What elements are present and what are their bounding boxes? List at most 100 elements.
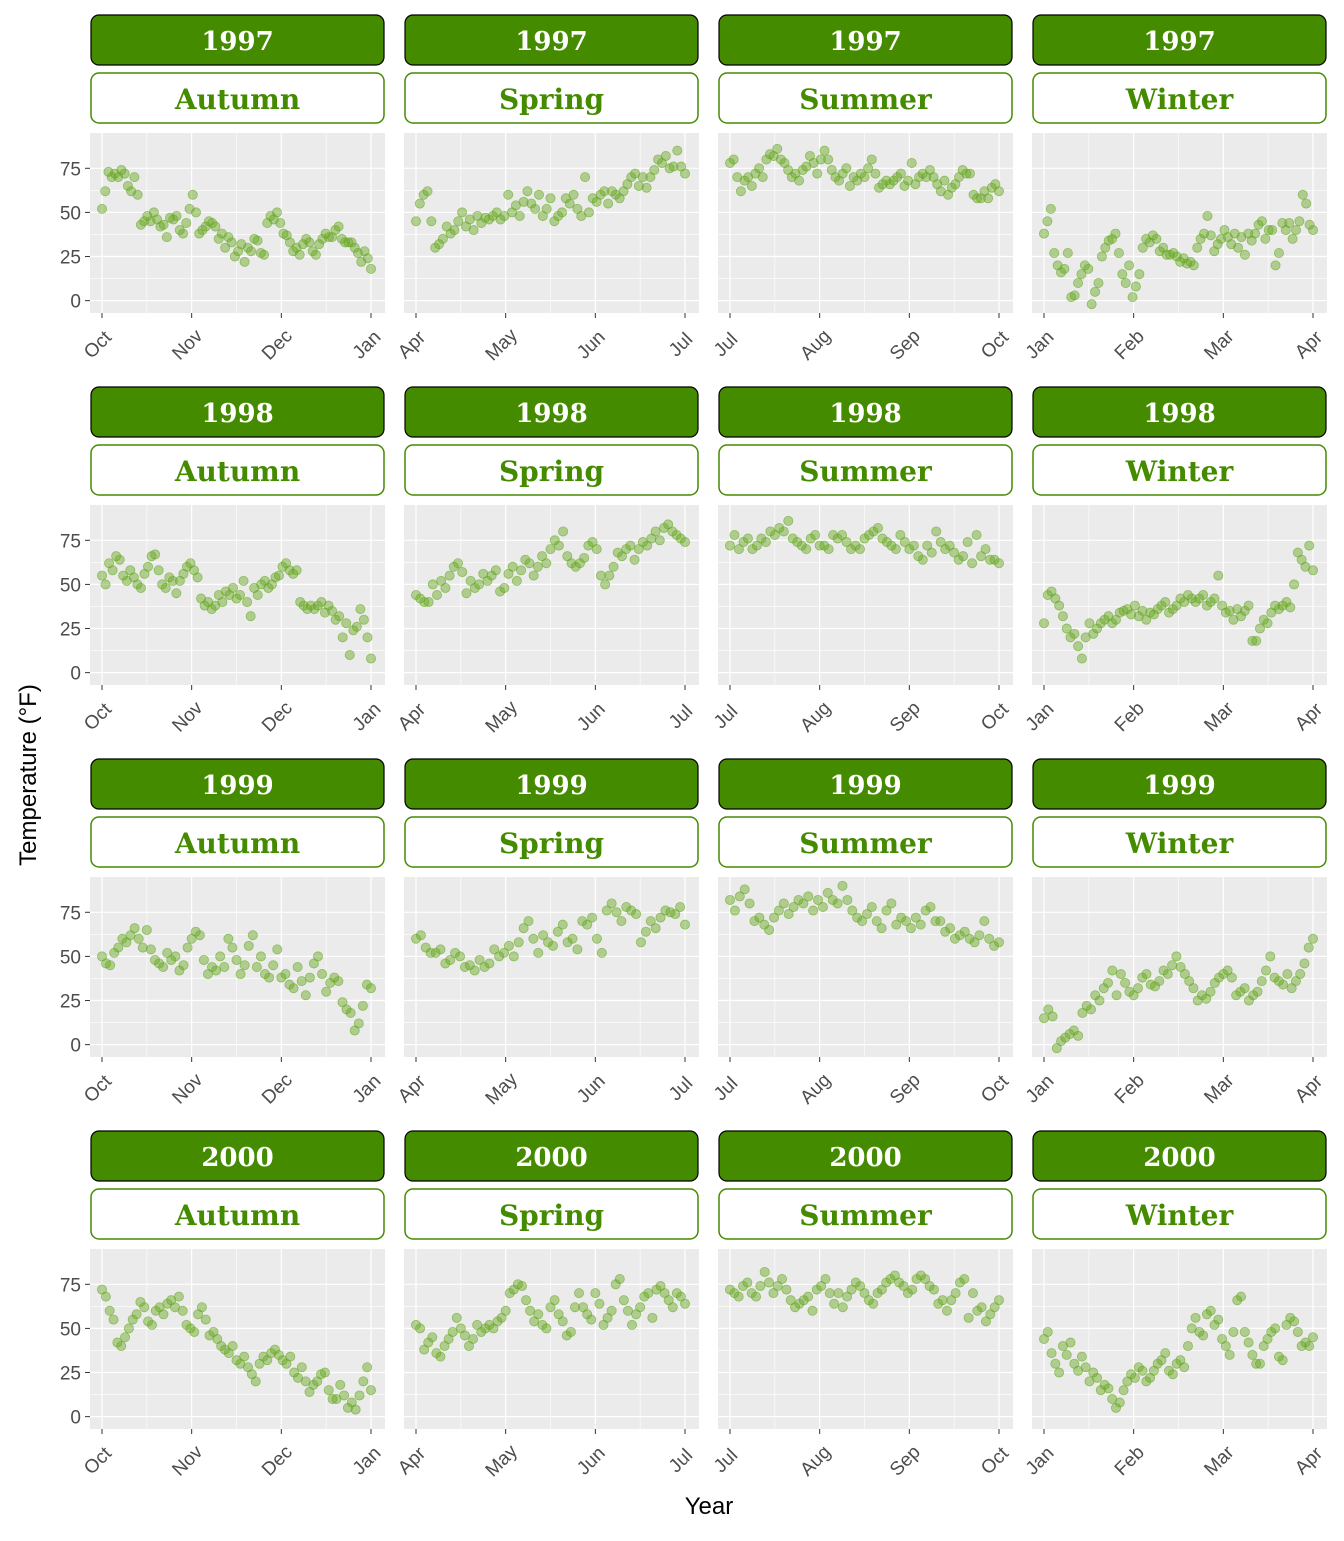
- data-point: [1256, 976, 1267, 987]
- data-point: [449, 225, 460, 236]
- data-point: [440, 582, 451, 593]
- season-strip-label: Winter: [1125, 83, 1235, 116]
- panel-2000-summer: [718, 1249, 1013, 1429]
- data-point: [820, 1274, 831, 1285]
- data-point: [171, 588, 182, 599]
- data-point: [273, 570, 284, 581]
- data-point: [1295, 969, 1306, 980]
- data-point: [516, 565, 527, 576]
- data-point: [1192, 242, 1203, 253]
- data-point: [557, 919, 568, 930]
- data-point: [783, 515, 794, 526]
- data-point: [239, 1351, 250, 1362]
- data-point: [1059, 263, 1070, 274]
- data-point: [1110, 228, 1121, 239]
- data-point: [587, 912, 598, 923]
- data-point: [863, 163, 874, 174]
- data-point: [1092, 1372, 1103, 1383]
- y-tick-label: 0: [70, 1408, 81, 1429]
- season-strip-label: Autumn: [174, 827, 300, 860]
- data-point: [645, 916, 656, 927]
- x-tick-label: Apr: [1291, 327, 1327, 363]
- data-point: [564, 198, 575, 209]
- data-point: [484, 958, 495, 969]
- x-tick-label: Jan: [349, 327, 386, 364]
- data-point: [342, 1402, 353, 1413]
- data-point: [530, 203, 541, 214]
- data-point: [1287, 233, 1298, 244]
- data-point: [1065, 1337, 1076, 1348]
- data-point: [1228, 1326, 1239, 1337]
- data-point: [1239, 249, 1250, 260]
- data-point: [974, 930, 985, 941]
- data-point: [1296, 1341, 1307, 1352]
- data-point: [1198, 590, 1209, 601]
- data-point: [984, 933, 995, 944]
- data-point: [427, 579, 438, 590]
- y-tick-label: 50: [60, 575, 81, 596]
- data-point: [430, 947, 441, 958]
- data-point: [781, 1284, 792, 1295]
- data-point: [610, 1279, 621, 1290]
- data-point: [1265, 951, 1276, 962]
- data-point: [1134, 269, 1145, 280]
- data-point: [459, 1330, 470, 1341]
- data-point: [637, 172, 648, 183]
- data-point: [841, 163, 852, 174]
- data-point: [553, 540, 564, 551]
- data-point: [729, 530, 740, 541]
- data-point: [285, 1351, 296, 1362]
- season-strip-label: Summer: [799, 83, 933, 116]
- data-point: [1209, 1319, 1220, 1330]
- data-point: [877, 179, 888, 190]
- x-tick-label: Apr: [394, 699, 430, 735]
- data-point: [1114, 1397, 1125, 1408]
- data-point: [182, 942, 193, 953]
- data-point: [528, 933, 539, 944]
- data-point: [532, 561, 543, 572]
- data-point: [725, 894, 736, 905]
- data-point: [354, 1390, 365, 1401]
- data-point: [1046, 1348, 1057, 1359]
- data-point: [650, 923, 661, 934]
- data-point: [275, 217, 286, 228]
- data-point: [503, 940, 514, 951]
- data-point: [549, 216, 560, 227]
- data-point: [600, 579, 611, 590]
- data-point: [667, 1302, 678, 1313]
- data-point: [954, 930, 965, 941]
- data-point: [944, 540, 955, 551]
- data-point: [1273, 604, 1284, 615]
- data-point: [150, 549, 161, 560]
- data-point: [675, 902, 686, 913]
- data-point: [1212, 239, 1223, 250]
- data-point: [450, 947, 461, 958]
- data-point: [547, 940, 558, 951]
- y-tick-label: 25: [60, 620, 81, 641]
- x-tick-label: Oct: [977, 1443, 1013, 1479]
- data-point: [1084, 618, 1095, 629]
- data-point: [1267, 225, 1278, 236]
- data-point: [280, 969, 291, 980]
- data-point: [1062, 247, 1073, 258]
- year-strip-2000-spring: [404, 1130, 699, 1182]
- season-strip-label: Autumn: [174, 455, 300, 488]
- data-point: [272, 944, 283, 955]
- y-tick-label: 25: [60, 992, 81, 1013]
- data-point: [626, 172, 637, 183]
- season-strip-label: Spring: [499, 83, 604, 116]
- data-point: [226, 237, 237, 248]
- data-point: [334, 611, 345, 622]
- data-point: [1250, 228, 1261, 239]
- data-point: [1137, 605, 1148, 616]
- data-point: [822, 887, 833, 898]
- data-point: [1182, 590, 1193, 601]
- data-point: [945, 923, 956, 934]
- x-tick-label: Oct: [80, 1071, 116, 1107]
- year-strip-label: 1998: [829, 399, 901, 429]
- data-point: [1300, 1337, 1311, 1348]
- data-point: [1110, 1402, 1121, 1413]
- x-tick-label: Dec: [258, 698, 297, 737]
- data-point: [680, 919, 691, 930]
- data-point: [940, 926, 951, 937]
